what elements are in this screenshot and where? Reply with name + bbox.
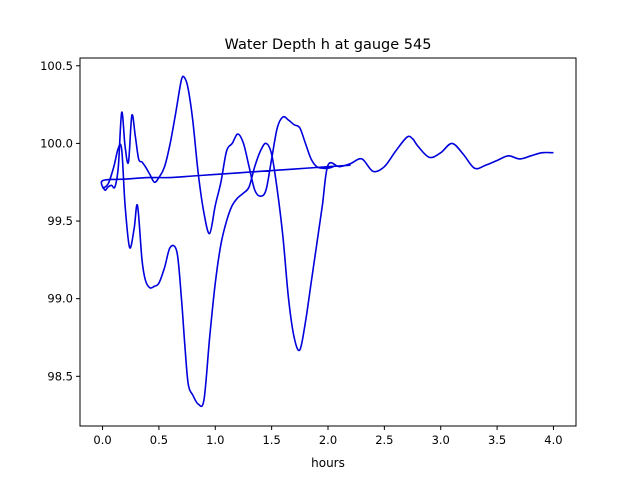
x-tick-label: 4.0 <box>544 433 562 447</box>
y-tick-label: 100.5 <box>40 59 73 73</box>
x-tick-label: 2.0 <box>319 433 337 447</box>
series-line-1 <box>102 135 554 408</box>
chart-title: Water Depth h at gauge 545 <box>225 37 432 53</box>
x-tick-label: 1.5 <box>262 433 280 447</box>
y-tick-label: 100.0 <box>40 136 73 150</box>
series-line-2 <box>100 75 351 235</box>
x-tick-label: 3.5 <box>488 433 506 447</box>
axes: 0.0 0.5 1.0 1.5 2.0 2.5 3.0 3.5 4.0 98.5 99.0 99.5 1… <box>40 57 577 447</box>
y-tick-label: 98.5 <box>47 369 73 383</box>
y-tick-label: 99.0 <box>47 292 73 306</box>
x-tick-label: 3.0 <box>432 433 450 447</box>
y-tick-label: 99.5 <box>47 214 73 228</box>
x-tick-label: 0.5 <box>150 433 168 447</box>
plot-frame <box>79 57 577 427</box>
x-axis-label: hours <box>311 456 345 470</box>
x-tick-label: 2.5 <box>375 433 393 447</box>
x-tick-label: 0.0 <box>93 433 111 447</box>
x-tick-label: 1.0 <box>206 433 224 447</box>
